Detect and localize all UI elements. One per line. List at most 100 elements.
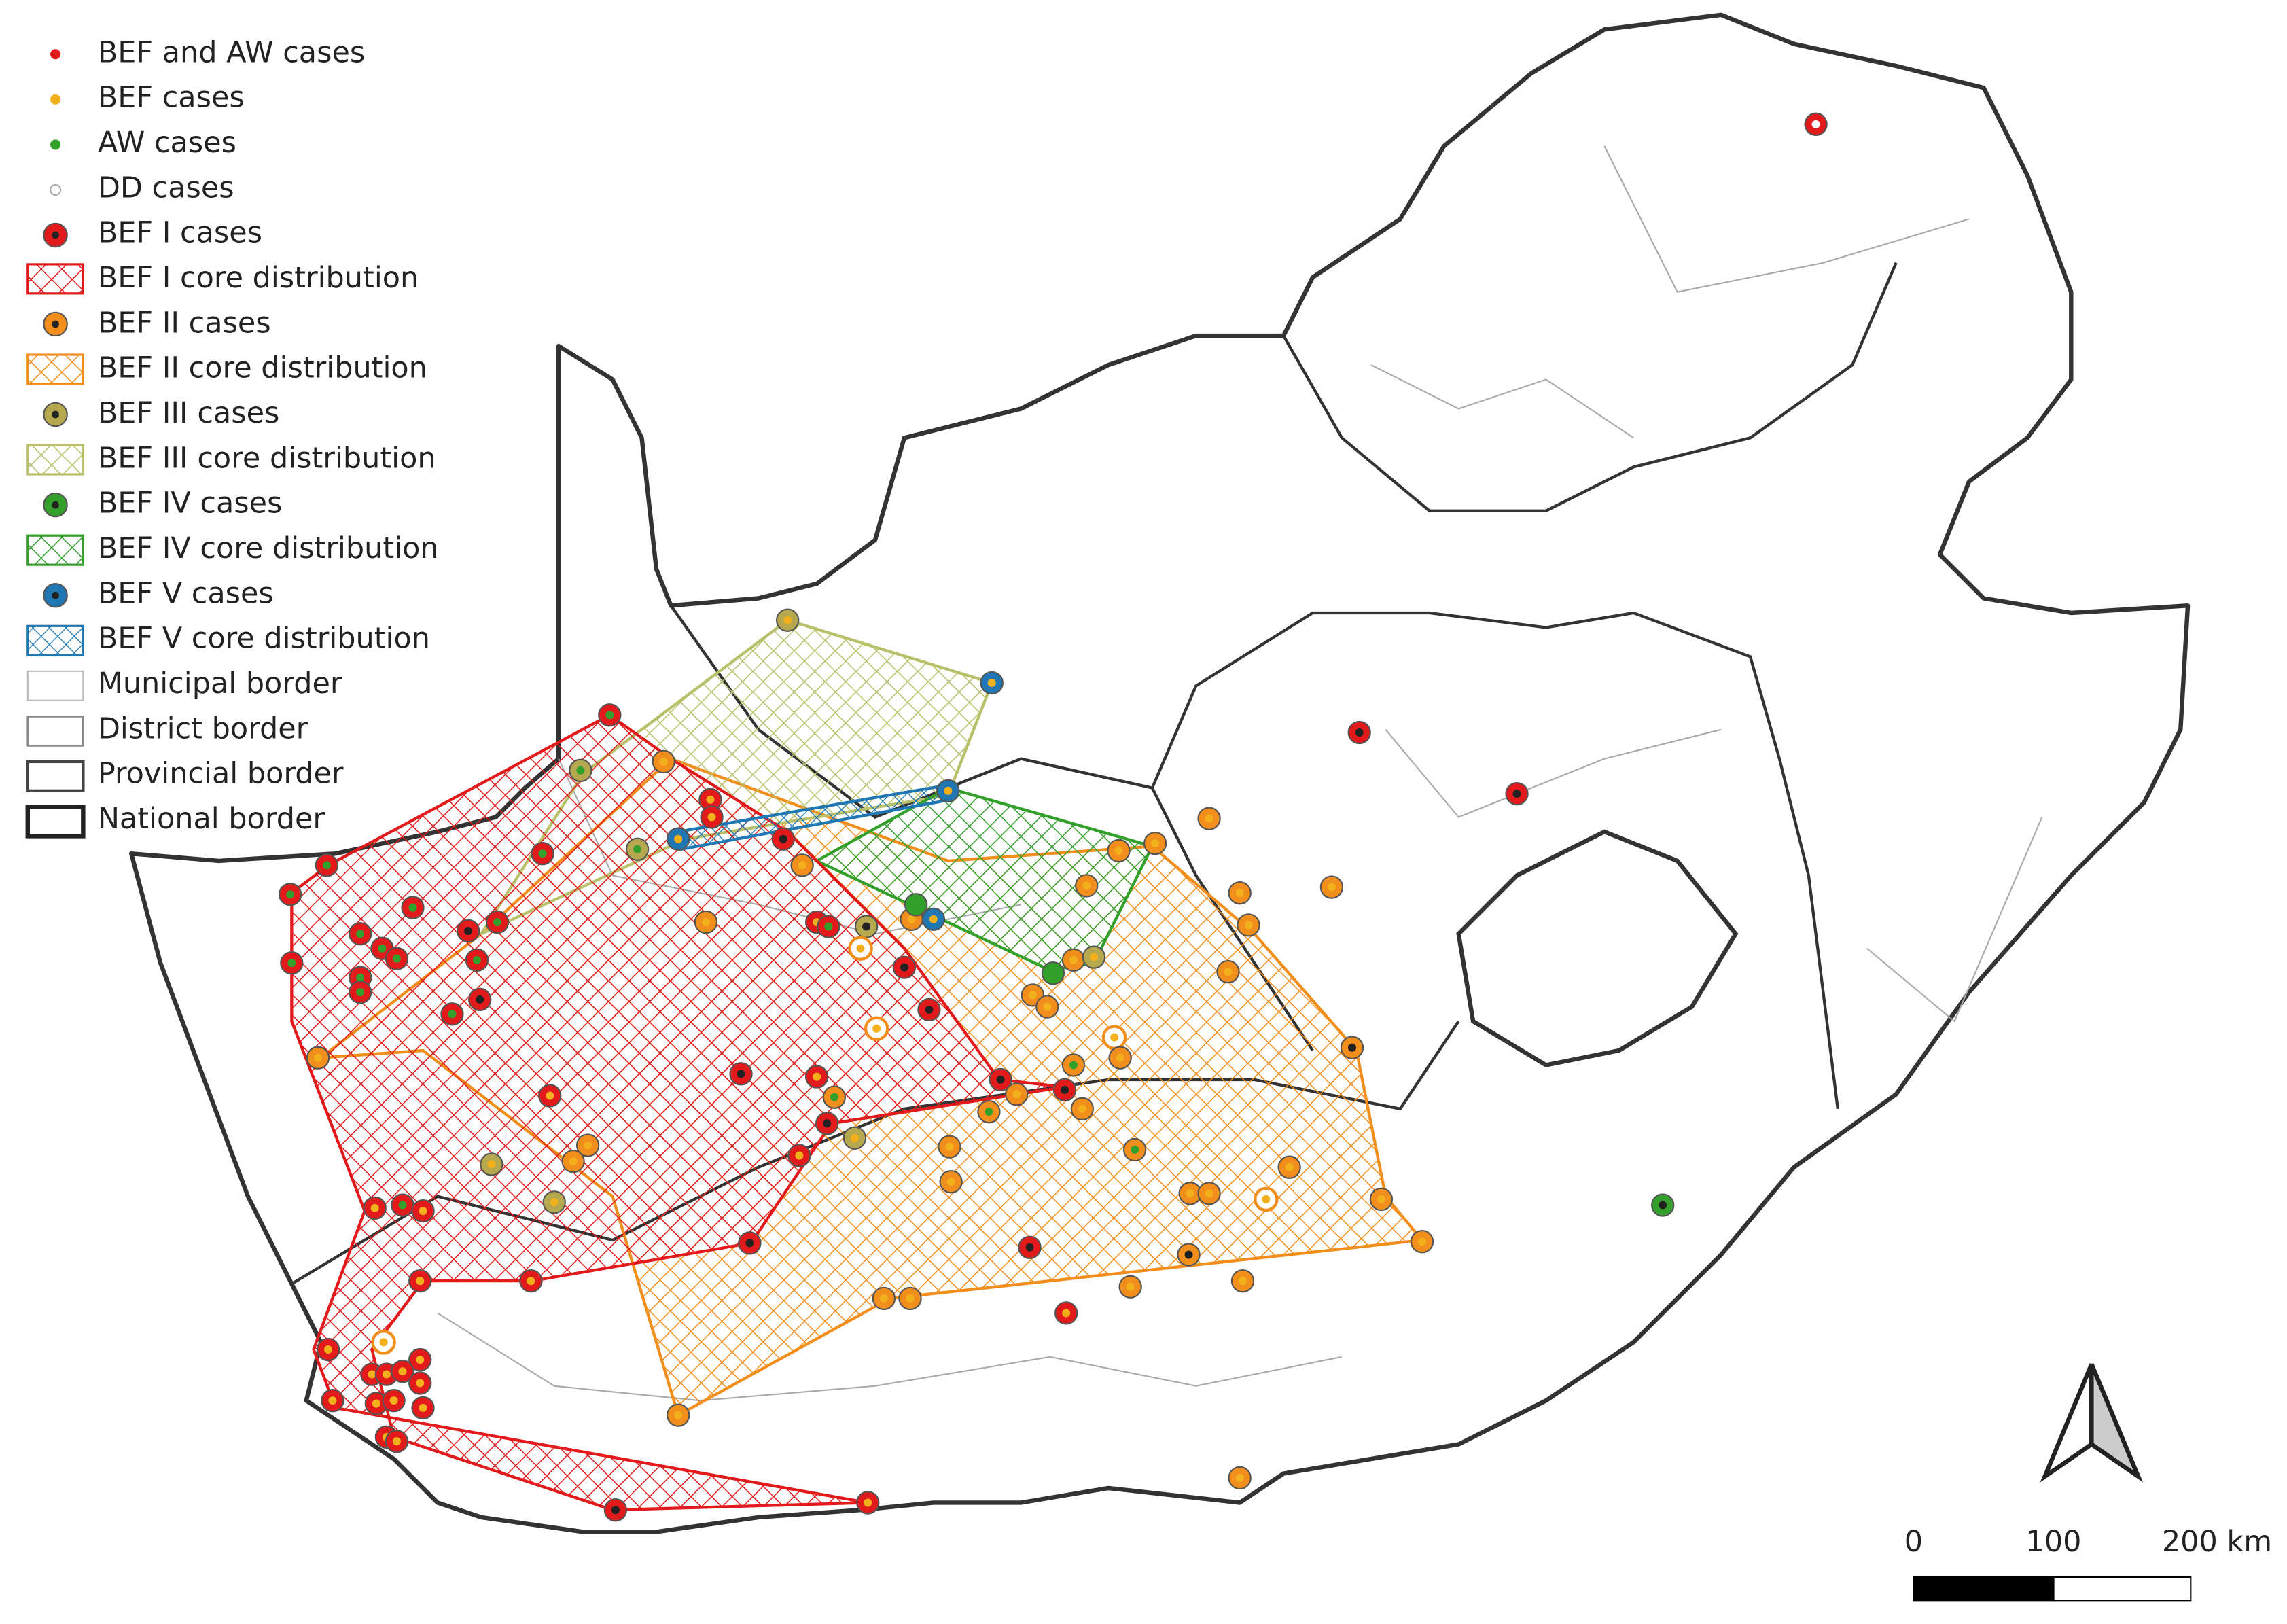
legend-symbol — [50, 49, 61, 60]
case-dot — [286, 890, 295, 899]
case-dot — [798, 861, 806, 870]
case-dot — [464, 926, 473, 935]
case-dot — [824, 922, 833, 931]
case-dot — [864, 1498, 872, 1507]
scale-label: 200 km — [2162, 1525, 2272, 1559]
case-dot — [1131, 1145, 1139, 1154]
case-dot — [1347, 1043, 1356, 1052]
case-dot — [945, 1142, 954, 1151]
scale-bar: 0 100 200 km — [1904, 1525, 2272, 1602]
legend: BEF and AW cases BEF cases AW cases DD case… — [25, 35, 439, 839]
case-dot — [830, 1093, 838, 1101]
legend-symbol — [49, 183, 62, 196]
scale-label: 100 — [2026, 1525, 2082, 1559]
case-dot — [370, 1203, 379, 1212]
case-dot — [1205, 814, 1213, 823]
case-dot — [1355, 728, 1364, 737]
case-dot — [550, 1198, 559, 1207]
case-dot — [416, 1356, 425, 1364]
case-dot — [674, 1411, 683, 1419]
case-dot — [1262, 1195, 1271, 1203]
legend-label: District border — [98, 711, 308, 745]
case-dot — [1114, 846, 1123, 855]
case-dot — [856, 944, 865, 953]
case-dot — [379, 1338, 388, 1347]
case-dot — [1069, 955, 1078, 964]
case-dot — [584, 1141, 592, 1150]
legend-symbol — [26, 444, 84, 476]
legend-symbol — [25, 805, 86, 839]
case-dot — [569, 1157, 578, 1166]
case-dot — [527, 1277, 535, 1286]
case-dot — [419, 1403, 427, 1412]
case-dot — [900, 963, 908, 972]
case-dot — [737, 1070, 745, 1078]
legend-label: BEF V cases — [98, 576, 274, 610]
legend-label: AW cases — [98, 126, 236, 160]
case-dot — [912, 900, 921, 909]
case-dot — [1062, 1309, 1071, 1318]
case-dot — [356, 988, 365, 997]
case-dot — [706, 795, 715, 804]
legend-symbol — [26, 760, 85, 793]
case-dot — [1235, 889, 1244, 898]
case-dot — [1811, 120, 1820, 128]
case-dot — [313, 1053, 322, 1062]
case-dot — [1238, 1277, 1247, 1286]
legend-symbol — [26, 353, 84, 385]
case-dot — [493, 918, 502, 927]
case-dot — [1184, 1250, 1193, 1259]
legend-symbol — [43, 222, 68, 248]
case-dot — [398, 1367, 407, 1376]
case-dot — [1078, 1104, 1086, 1113]
case-dot — [1151, 839, 1160, 848]
legend-label: BEF IV core distribution — [98, 531, 439, 565]
case-dot — [398, 1201, 407, 1210]
legend-symbol — [26, 715, 84, 747]
lesotho-border — [1456, 829, 1739, 1067]
case-points — [279, 112, 1828, 1522]
legend-label: BEF I core distribution — [98, 261, 419, 295]
legend-symbol — [43, 311, 68, 337]
case-dot — [1186, 1189, 1194, 1198]
case-dot — [416, 1277, 425, 1286]
country — [128, 12, 2191, 1534]
case-dot — [1061, 1085, 1069, 1094]
case-dot — [576, 766, 585, 775]
legend-label: Municipal border — [98, 667, 342, 701]
case-dot — [745, 1239, 754, 1248]
case-dot — [1377, 1195, 1385, 1203]
legend-symbol — [43, 582, 68, 608]
legend-label: DD cases — [98, 171, 234, 205]
case-dot — [813, 1072, 821, 1081]
case-dot — [907, 915, 916, 923]
case-dot — [659, 757, 668, 766]
case-dot — [707, 813, 716, 822]
case-dot — [862, 922, 871, 931]
case-dot — [1235, 1473, 1244, 1482]
legend-symbol — [26, 534, 84, 566]
case-dot — [823, 1119, 832, 1128]
case-dot — [328, 1396, 337, 1405]
case-dot — [1048, 969, 1057, 978]
case-dot — [378, 944, 387, 953]
legend-label: BEF II cases — [98, 306, 271, 340]
case-dot — [1025, 1243, 1034, 1252]
legend-symbol — [50, 139, 61, 150]
case-dot — [779, 834, 787, 843]
case-dot — [879, 1294, 888, 1303]
case-dot — [946, 1178, 955, 1186]
scale-label: 0 — [1904, 1525, 1923, 1559]
case-dot — [382, 1370, 391, 1379]
case-dot — [783, 616, 792, 624]
case-dot — [419, 1207, 427, 1216]
case-dot — [356, 973, 365, 982]
case-dot — [795, 1151, 804, 1160]
case-dot — [1069, 1061, 1078, 1070]
case-dot — [416, 1379, 425, 1388]
case-dot — [372, 1399, 380, 1408]
legend-symbol — [26, 624, 84, 656]
case-dot — [1082, 881, 1091, 890]
case-dot — [850, 1133, 859, 1142]
case-dot — [1659, 1201, 1667, 1210]
